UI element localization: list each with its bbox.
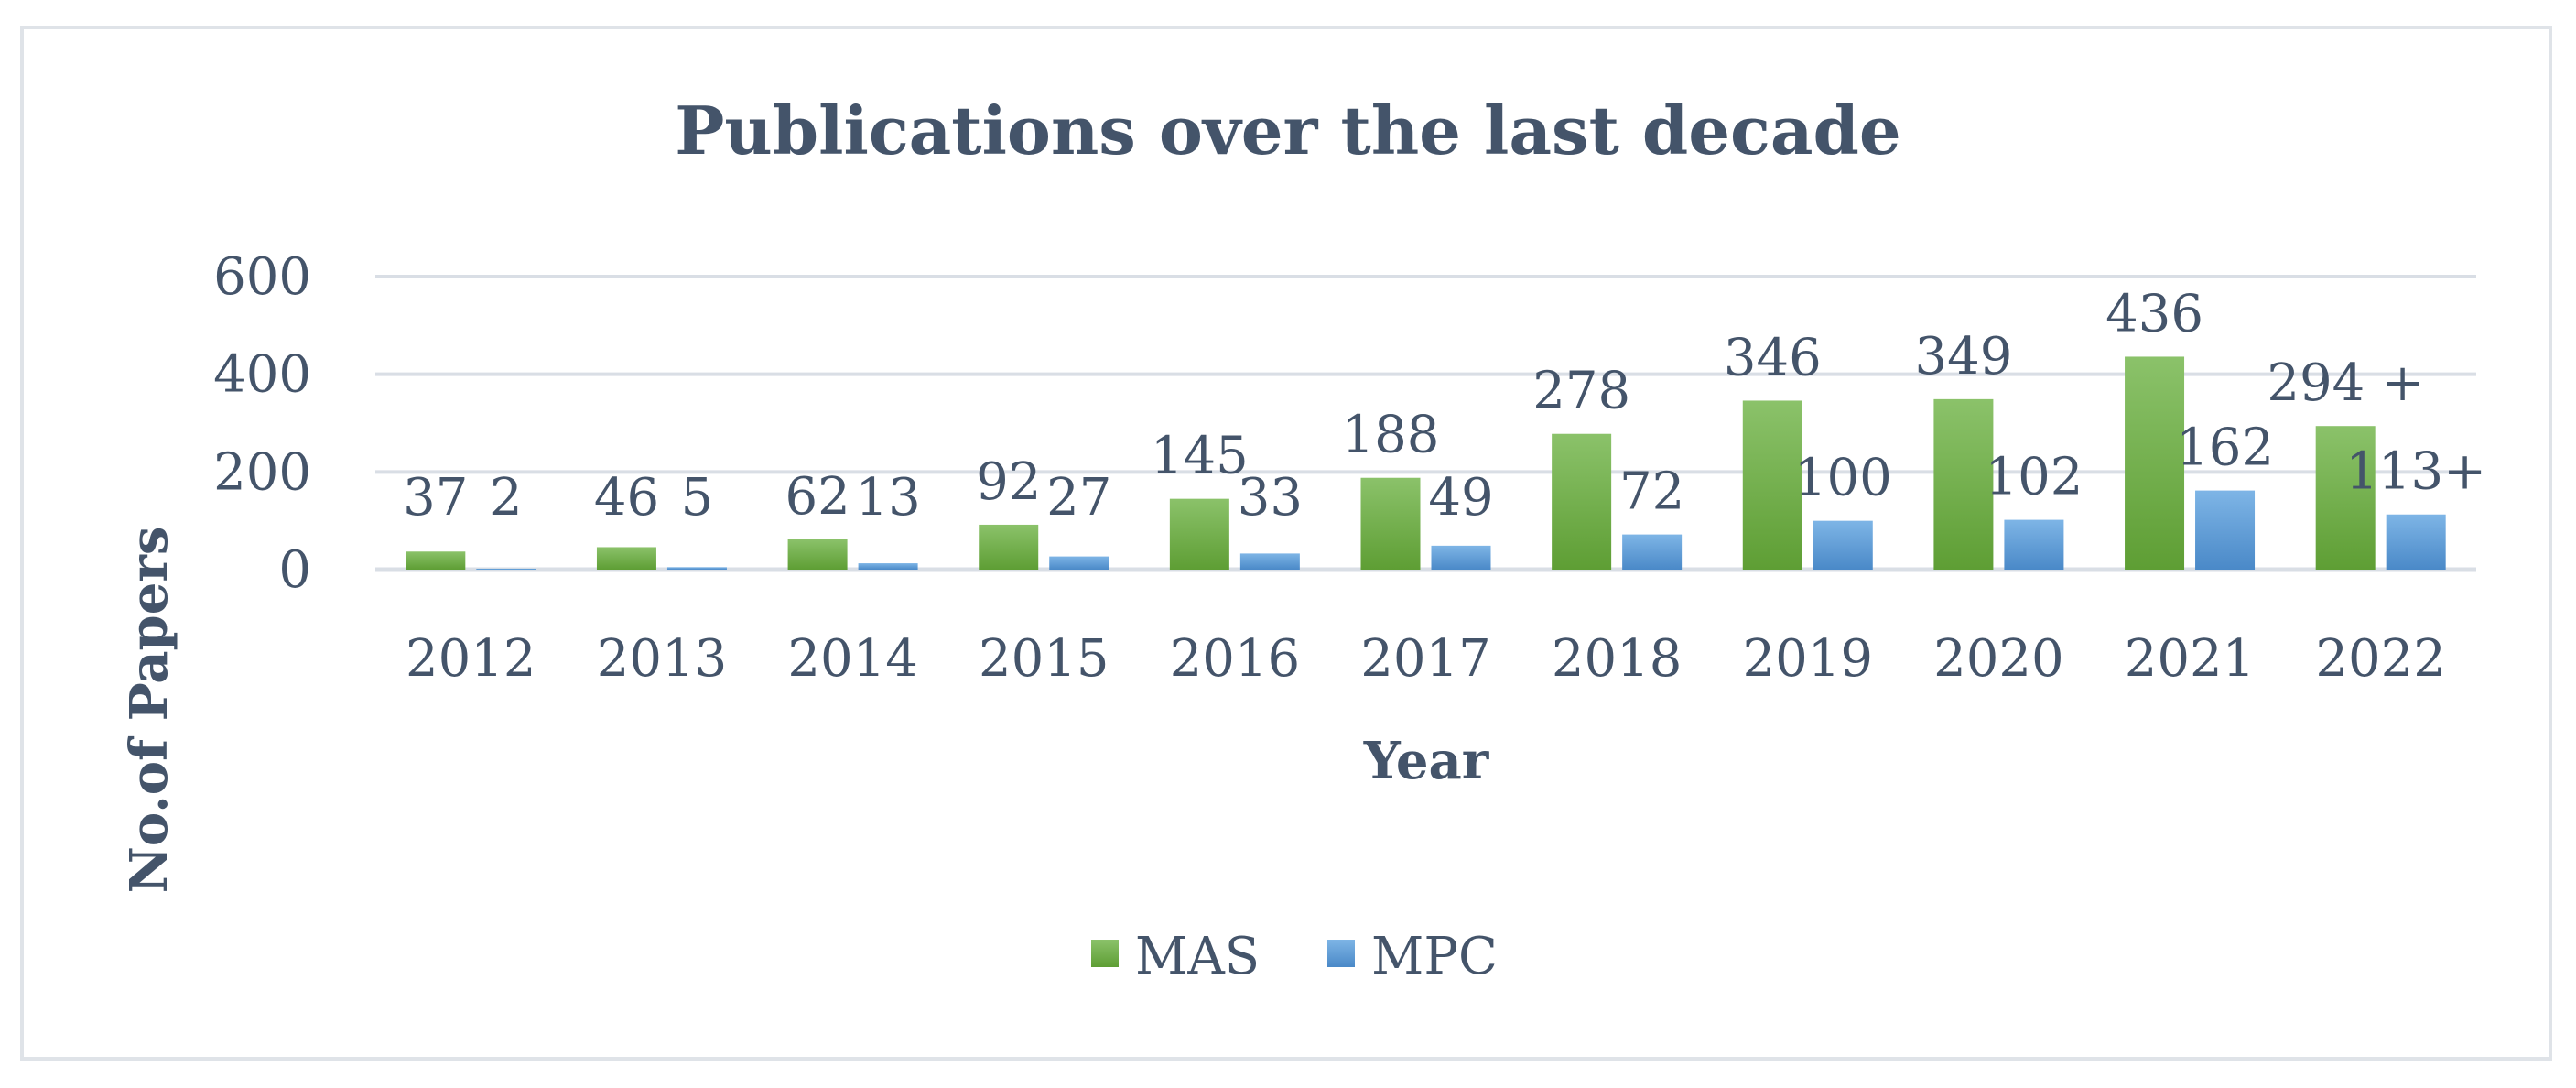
data-label-mpc-2021: 162: [2176, 419, 2274, 478]
data-label-mpc-2017: 49: [1428, 468, 1493, 528]
x-tick-label: 2022: [2315, 629, 2446, 689]
legend-label-mas: MAS: [1135, 927, 1260, 986]
x-tick-label: 2020: [1933, 629, 2064, 689]
data-label-mpc-2018: 72: [1619, 462, 1684, 522]
x-tick-label: 2017: [1360, 629, 1491, 689]
bar-mpc-2014: [858, 563, 918, 570]
bar-mpc-2017: [1431, 545, 1491, 570]
y-tick-label: 200: [213, 442, 311, 502]
bar-mpc-2015: [1049, 556, 1109, 570]
bar-mas-2014: [787, 539, 848, 570]
y-axis-ticks: 0 200 400 600: [213, 247, 311, 600]
data-label-mas-2012: 37: [403, 468, 468, 528]
bar-mpc-2018: [1622, 534, 1683, 570]
bars: [406, 356, 2446, 570]
bar-mas-2022: [2315, 426, 2376, 570]
legend: MAS MPC: [1091, 927, 1498, 986]
bar-mpc-2012: [476, 568, 536, 570]
y-tick-label: 600: [213, 247, 311, 307]
x-tick-label: 2019: [1743, 629, 1874, 689]
x-tick-label: 2013: [597, 629, 728, 689]
data-label-mas-2014: 62: [785, 467, 850, 527]
x-tick-label: 2014: [787, 629, 918, 689]
data-label-mpc-2014: 13: [855, 468, 920, 528]
bar-mas-2015: [979, 524, 1039, 570]
bar-mas-2021: [2125, 356, 2185, 570]
data-label-mas-2017: 188: [1342, 406, 1440, 465]
bar-mas-2013: [596, 547, 656, 570]
legend-swatch-mpc: [1327, 940, 1355, 967]
data-label-mas-2021: 436: [2105, 284, 2203, 343]
bar-mas-2017: [1360, 477, 1421, 570]
data-label-mpc-2012: 2: [490, 468, 523, 528]
y-tick-label: 0: [278, 540, 311, 600]
legend-swatch-mas: [1091, 940, 1119, 967]
x-tick-label: 2012: [406, 629, 536, 689]
bar-mpc-2019: [1813, 520, 1873, 570]
x-axis-title: Year: [1363, 731, 1490, 791]
bar-mpc-2020: [2004, 519, 2064, 570]
data-label-mpc-2020: 102: [1985, 448, 2083, 507]
legend-label-mpc: MPC: [1371, 927, 1498, 986]
x-tick-label: 2015: [979, 629, 1109, 689]
x-tick-label: 2021: [2125, 629, 2256, 689]
y-axis-title: No.of Papers: [119, 527, 179, 894]
data-label-mpc-2016: 33: [1238, 468, 1303, 528]
chart-title: Publications over the last decade: [675, 92, 1900, 169]
data-label-mas-2018: 278: [1532, 362, 1630, 421]
data-label-mpc-2015: 27: [1046, 468, 1111, 528]
x-tick-label: 2016: [1170, 629, 1301, 689]
data-label-mas-2020: 349: [1914, 327, 2012, 386]
data-label-mas-2022: 294 +: [2267, 354, 2424, 413]
x-tick-label: 2018: [1552, 629, 1683, 689]
data-label-mas-2015: 92: [976, 452, 1041, 512]
y-tick-label: 400: [213, 345, 311, 405]
bar-mpc-2022: [2386, 514, 2446, 570]
bar-mas-2019: [1742, 400, 1802, 570]
bar-mpc-2021: [2195, 490, 2256, 570]
data-label-mas-2016: 145: [1151, 427, 1249, 486]
data-label-mas-2019: 346: [1724, 328, 1822, 387]
data-label-mpc-2022: 113+: [2345, 442, 2486, 502]
data-label-mpc-2019: 100: [1794, 449, 1892, 508]
bar-mas-2020: [1933, 398, 1994, 570]
data-label-mas-2013: 46: [594, 468, 659, 528]
x-axis-ticks: 2012 2013 2014 2015 2016 2017 2018 2019 2020 2021…: [406, 629, 2446, 689]
bar-mas-2018: [1552, 433, 1612, 570]
bar-mas-2016: [1169, 498, 1229, 570]
bar-mpc-2016: [1239, 553, 1300, 570]
bar-mpc-2013: [666, 567, 727, 570]
bar-mas-2012: [406, 551, 466, 570]
data-label-mpc-2013: 5: [681, 468, 714, 528]
